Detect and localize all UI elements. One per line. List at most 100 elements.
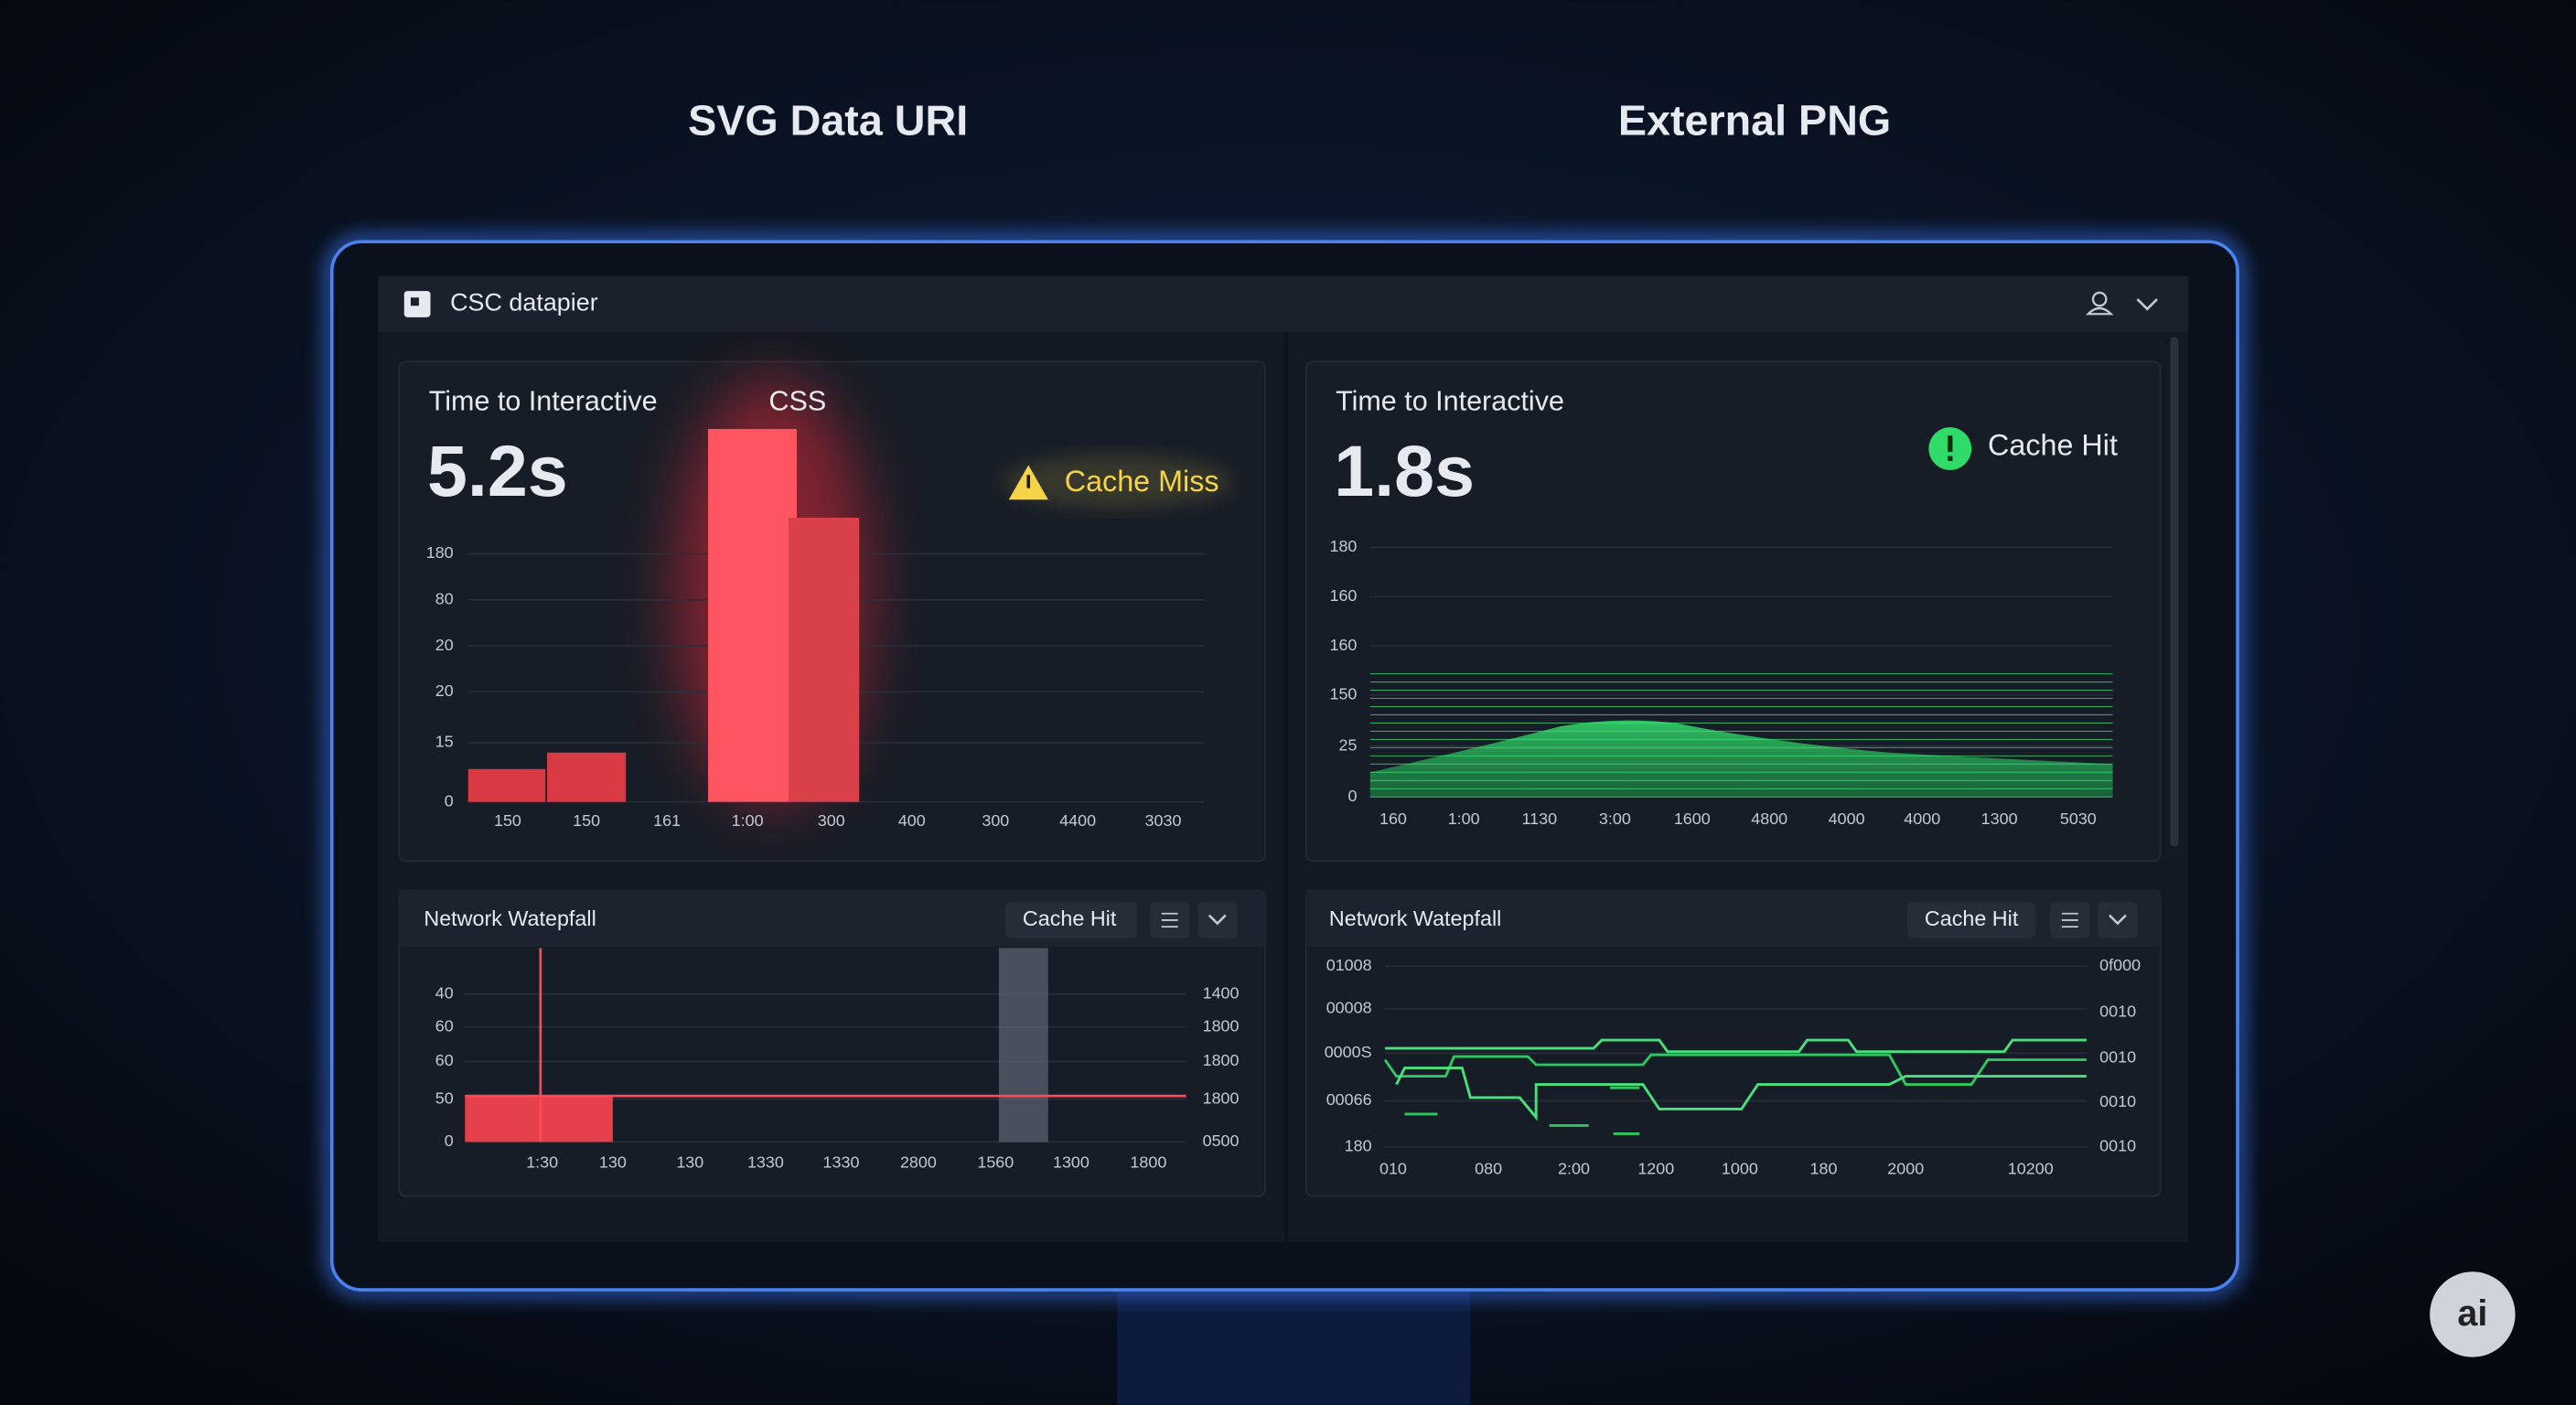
tick-label: 180	[1329, 537, 1357, 555]
tick-label: 80	[435, 589, 454, 607]
button[interactable]	[1907, 902, 2036, 938]
tick-label: 25	[1338, 735, 1357, 754]
tick-label: 0500	[1203, 1132, 1240, 1150]
button[interactable]	[1005, 902, 1137, 938]
tick-label: 400	[898, 811, 926, 830]
tick-label: 1800	[1130, 1153, 1166, 1171]
column	[998, 948, 1048, 1142]
ok-icon-mark	[1948, 435, 1953, 453]
heading: External PNG	[1618, 96, 1891, 144]
tick-label: 1:00	[1448, 810, 1480, 828]
tick-label: 1:30	[526, 1153, 558, 1171]
status: Cache Miss	[1065, 465, 1219, 498]
tick-label: 160	[1329, 636, 1357, 654]
list-icon[interactable]	[1161, 912, 1178, 928]
dropdown-icon[interactable]	[1208, 914, 1227, 926]
tick-label: 010	[1379, 1160, 1407, 1178]
heading: SVG Data URI	[688, 96, 968, 144]
tick-label: 3030	[1145, 811, 1182, 830]
panel-title: Network Watepfall	[1329, 906, 1501, 930]
tick-label: 1560	[977, 1153, 1014, 1171]
tick-label: 150	[1329, 685, 1357, 703]
tick-label: 20	[435, 636, 454, 654]
tick-label: 1300	[1981, 810, 2018, 828]
tick-label: 160	[1379, 810, 1407, 828]
tick-label: 2800	[900, 1153, 937, 1171]
tick-label: 0010	[2099, 1137, 2136, 1155]
ok-icon-mark	[1948, 456, 1953, 461]
tick-label: 180	[1345, 1137, 1372, 1155]
tick-label: 15	[435, 733, 454, 751]
button-label[interactable]: Cache Hit	[1925, 906, 2019, 930]
tick-label: 1800	[1203, 1051, 1240, 1069]
dropdown-button[interactable]	[1197, 902, 1238, 938]
label: CSS	[768, 385, 826, 416]
user-icon[interactable]	[2091, 291, 2108, 307]
tick-label: 2:00	[1558, 1160, 1590, 1178]
app-title: CSC datapier	[450, 289, 598, 316]
list-icon[interactable]	[2061, 912, 2078, 928]
tick-label: 300	[982, 811, 1009, 830]
dropdown-icon[interactable]	[2109, 914, 2127, 926]
tick-label: 4800	[1751, 810, 1787, 828]
tick-label: 50	[435, 1089, 454, 1107]
tick-label: 300	[818, 811, 845, 830]
warning-icon-mark	[1026, 475, 1031, 488]
button-label[interactable]: Cache Hit	[1023, 906, 1117, 930]
tick-label: 00066	[1326, 1090, 1372, 1109]
tick-label: 60	[435, 1016, 454, 1035]
tick-label: 0000S	[1325, 1043, 1372, 1061]
tick-label: 0010	[2099, 1092, 2136, 1110]
tick-label: 1600	[1674, 810, 1711, 828]
status-glow	[1002, 455, 1232, 509]
tick-label: 1800	[1203, 1016, 1240, 1035]
tick-label: 0f000	[2099, 956, 2141, 974]
tick-label: 180	[426, 543, 454, 562]
tick-label: 150	[494, 811, 521, 830]
tick-label: 60	[435, 1051, 454, 1069]
line	[1383, 1053, 2087, 1086]
tick-label: 161	[653, 811, 681, 830]
tick-label: 0	[1347, 787, 1357, 805]
metric-value: 5.2s	[427, 430, 568, 511]
tick-label: 1400	[1203, 984, 1240, 1003]
menu-chevron[interactable]	[2136, 298, 2158, 311]
bar	[467, 768, 546, 802]
bar	[547, 752, 627, 802]
tick-label: 4400	[1059, 811, 1096, 830]
tick-label: 1800	[1203, 1089, 1240, 1107]
tick-label: 4000	[1904, 810, 1940, 828]
user-icon-body[interactable]	[2085, 306, 2114, 316]
tick-label: 1200	[1637, 1160, 1674, 1178]
scrollbar[interactable]	[2170, 337, 2179, 847]
tick-label: 01008	[1326, 956, 1372, 974]
tick-label: 1330	[747, 1153, 784, 1171]
tick-label: 1300	[1053, 1153, 1089, 1171]
tick-label: 20	[435, 681, 454, 700]
tick-label: 180	[1810, 1160, 1838, 1178]
tick-label: 10200	[2008, 1160, 2054, 1178]
tick-label: 150	[573, 811, 600, 830]
tick-label: 4000	[1829, 810, 1865, 828]
line	[1384, 1038, 2087, 1054]
app-icon-detail	[410, 297, 419, 306]
tick-label: 5030	[2060, 810, 2097, 828]
dropdown-button[interactable]	[2098, 902, 2138, 938]
badge	[2430, 1271, 2516, 1357]
tick-label: 0	[445, 1132, 454, 1150]
tick-label: 130	[599, 1153, 627, 1171]
monitor-stand	[1117, 1290, 1471, 1405]
tick-label: 40	[435, 984, 454, 1003]
tick-label: 1130	[1521, 810, 1557, 828]
tick-label: 160	[1329, 586, 1357, 605]
tick-label: 2000	[1887, 1160, 1924, 1178]
tick-label: 00008	[1326, 999, 1372, 1017]
tick-label: 0	[445, 791, 454, 810]
status: Cache Hit	[1988, 428, 2118, 461]
tick-label: 080	[1475, 1160, 1502, 1178]
app-header	[378, 275, 2189, 333]
bar	[789, 517, 860, 802]
panel	[1304, 360, 2162, 863]
